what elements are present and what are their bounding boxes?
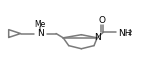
Text: O: O: [99, 16, 106, 25]
Text: N: N: [37, 29, 44, 38]
Text: Me: Me: [35, 20, 46, 29]
Text: 2: 2: [128, 30, 132, 36]
Text: NH: NH: [118, 29, 132, 38]
Text: N: N: [94, 33, 100, 43]
